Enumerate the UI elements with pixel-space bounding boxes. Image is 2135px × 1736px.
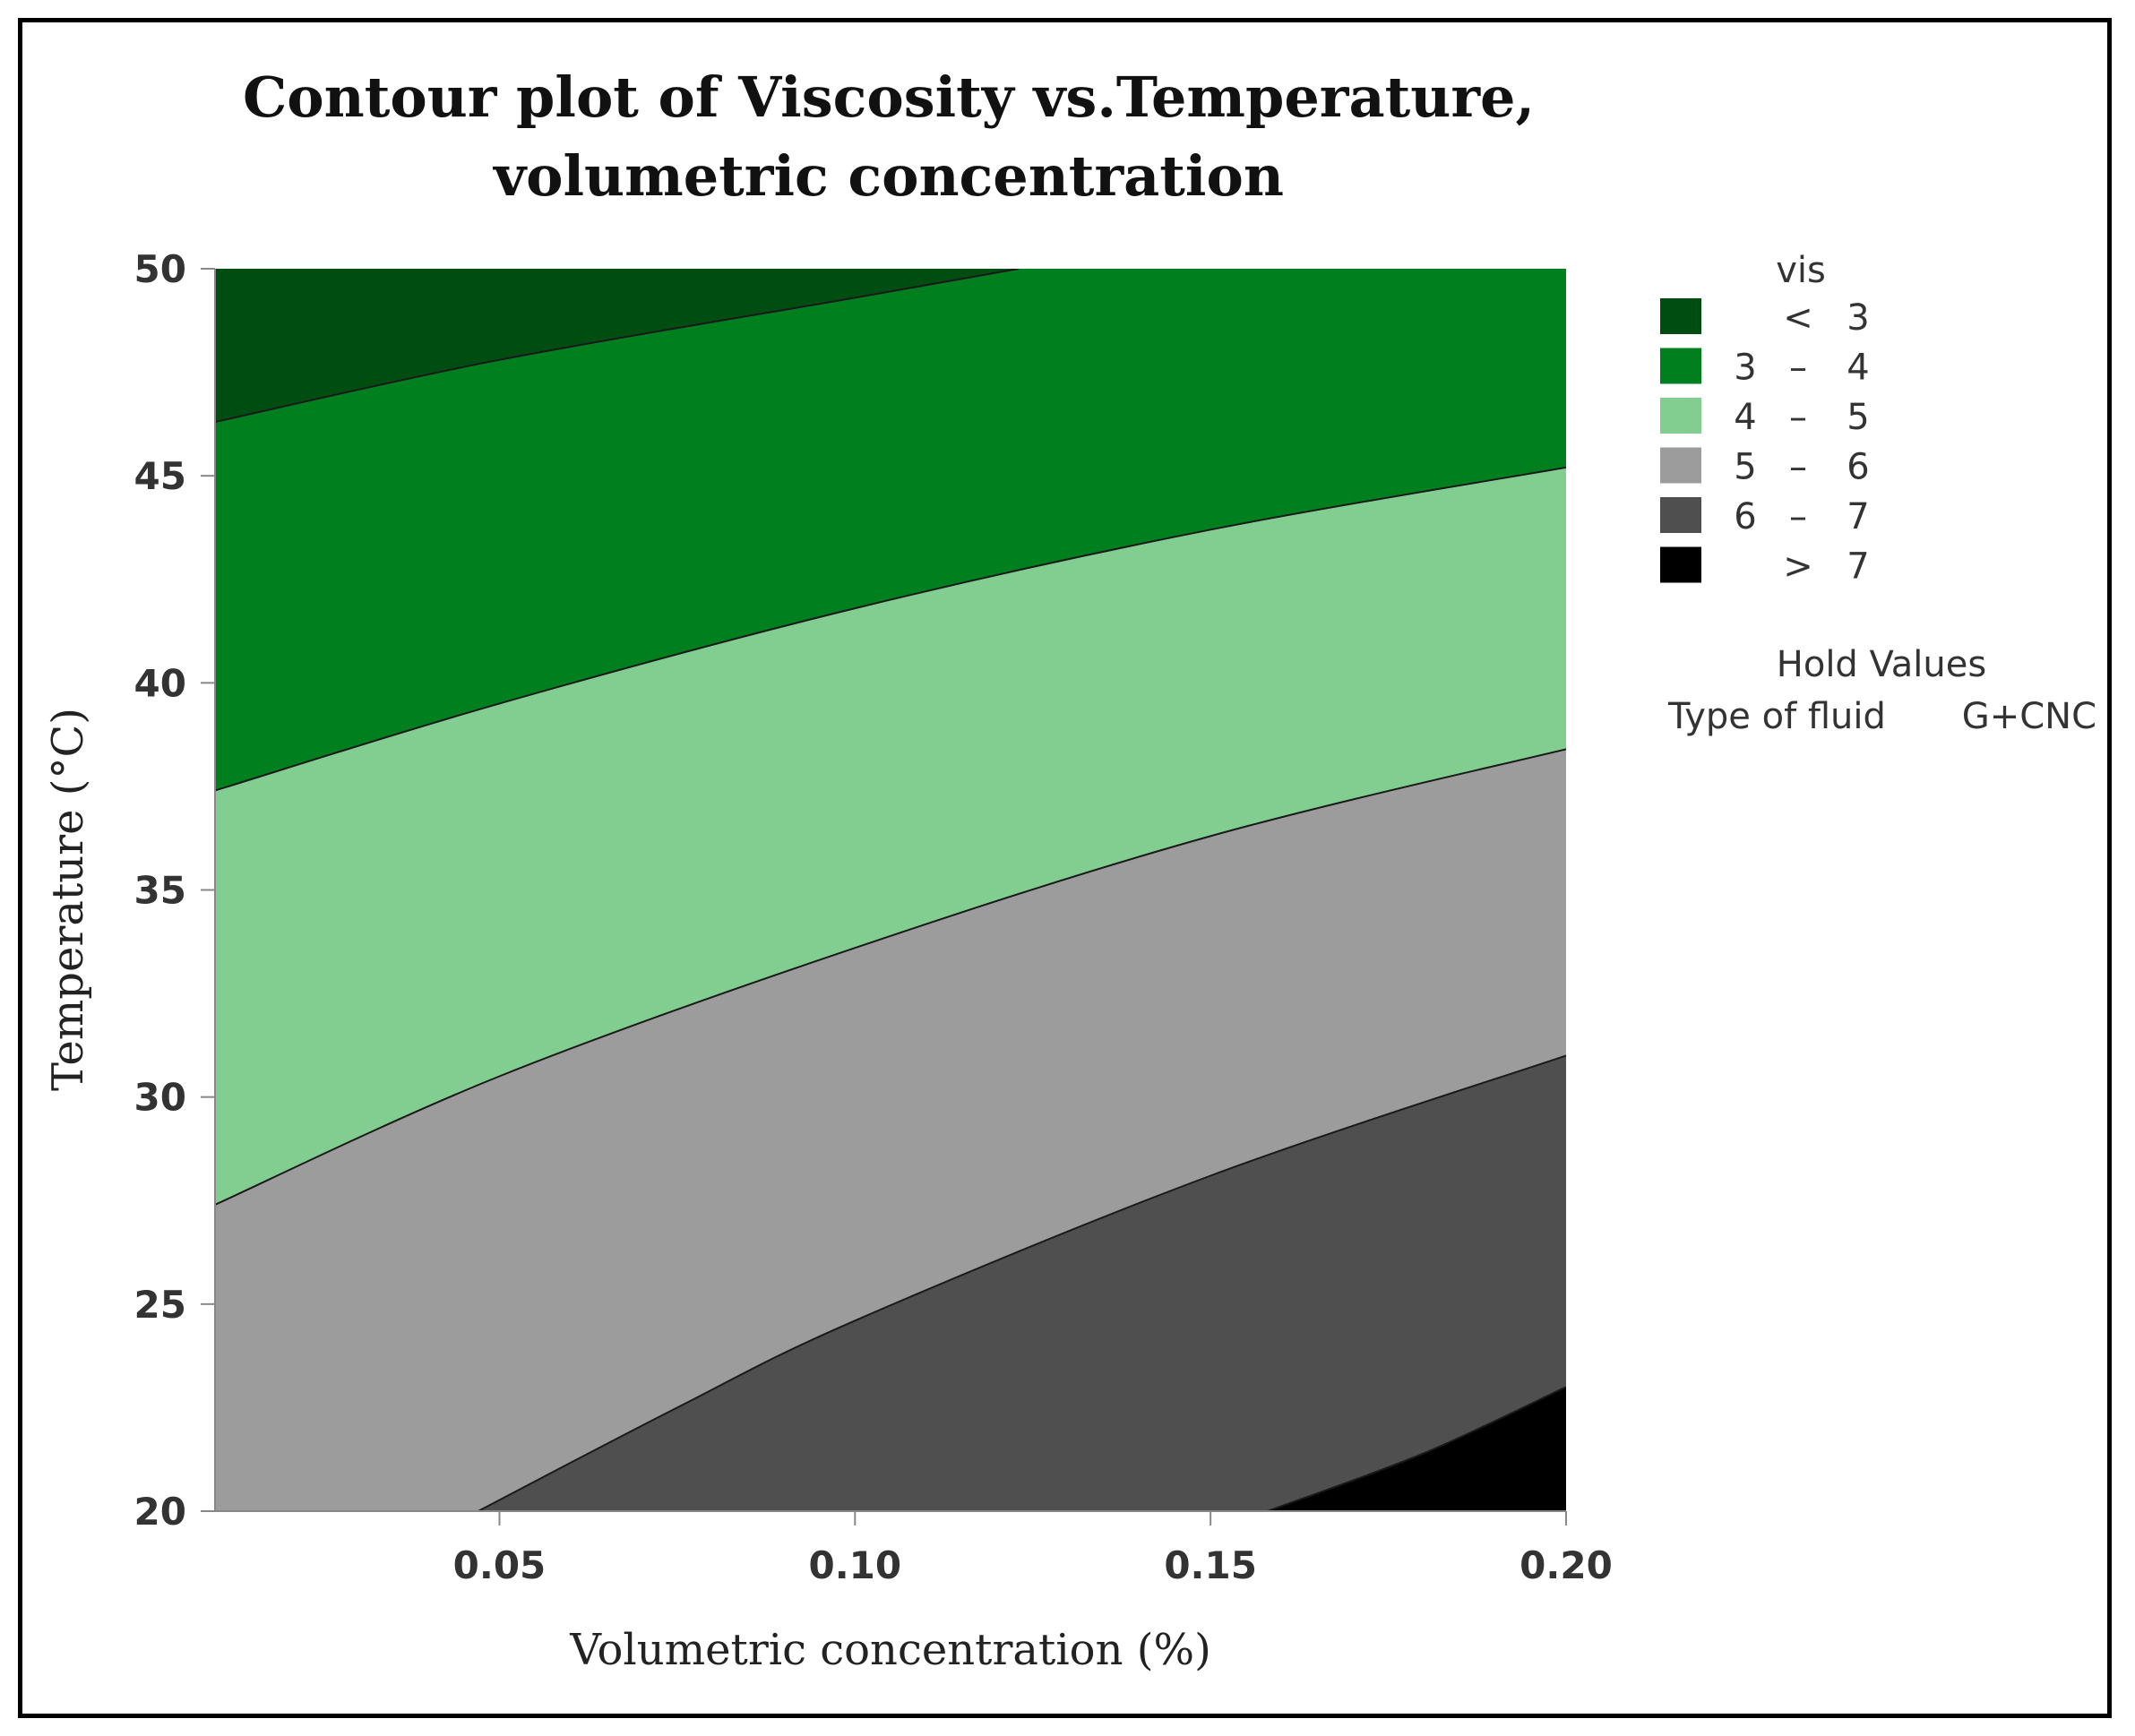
legend-separator: <: [1783, 297, 1813, 339]
legend-swatch: [1660, 298, 1701, 334]
legend-separator: –: [1789, 496, 1807, 537]
legend-high: 3: [1847, 297, 1869, 339]
legend-item-gt-7: >7: [1660, 546, 1870, 588]
legend-item-4-5: 4–5: [1660, 397, 1870, 438]
legend-item-3-4: 3–4: [1660, 348, 1870, 389]
legend-title: vis: [1776, 250, 1826, 291]
y-tick-label: 20: [134, 1490, 186, 1534]
chart-title-line-2: volumetric concentration: [492, 143, 1284, 209]
legend-separator: –: [1789, 447, 1807, 488]
legend-swatch: [1660, 447, 1701, 484]
contour-line-4: [215, 466, 1566, 792]
contour-line-5: [215, 748, 1566, 1206]
legend-item-5-6: 5–6: [1660, 447, 1870, 488]
legend-item-lt-3: <3: [1660, 297, 1870, 339]
contour-line-3: [215, 269, 1020, 424]
legend-low: 4: [1734, 397, 1756, 438]
legend-high: 4: [1847, 348, 1869, 389]
legend-high: 5: [1847, 397, 1869, 438]
y-tick-label: 25: [134, 1283, 186, 1327]
legend-high: 7: [1847, 546, 1869, 588]
hold-values-label: Type of fluid: [1667, 696, 1886, 737]
y-tick-label: 45: [134, 454, 186, 498]
y-axis-ticks: 20 25 30 35 40 45 50: [134, 247, 215, 1534]
legend-swatch: [1660, 348, 1701, 384]
legend-low: 3: [1734, 348, 1756, 389]
plot-area: [215, 269, 1566, 1511]
x-tick-label: 0.05: [453, 1543, 547, 1587]
x-tick-label: 0.20: [1519, 1543, 1613, 1587]
legend-high: 6: [1847, 447, 1869, 488]
contour-lines: [215, 269, 1566, 1511]
y-tick-label: 50: [134, 247, 186, 291]
y-axis-title: Temperature (°C): [43, 708, 93, 1091]
legend-high: 7: [1847, 496, 1869, 537]
contour-line-6: [478, 1054, 1566, 1511]
hold-values-value: G+CNC: [1962, 696, 2096, 737]
contour-line-7: [1267, 1386, 1566, 1511]
x-axis-title: Volumetric concentration (%): [569, 1625, 1211, 1675]
legend: <33–44–55–66–7> 7: [1660, 297, 1870, 588]
y-tick-label: 35: [134, 869, 186, 913]
x-axis-ticks: 0.05 0.10 0.15 0.20: [453, 1511, 1613, 1587]
legend-separator: –: [1789, 348, 1807, 389]
contour-regions: [215, 269, 1566, 1511]
legend-item-6-7: 6–7: [1660, 496, 1870, 537]
x-tick-label: 0.10: [808, 1543, 901, 1587]
y-tick-label: 30: [134, 1076, 186, 1120]
chart-title-line-1: Contour plot of Viscosity vs.Temperature…: [243, 64, 1535, 130]
legend-swatch: [1660, 546, 1701, 583]
hold-values-title: Hold Values: [1777, 644, 1986, 685]
legend-low: 5: [1734, 447, 1756, 488]
y-tick-label: 40: [134, 661, 186, 705]
legend-low: 6: [1734, 496, 1756, 537]
x-tick-label: 0.15: [1164, 1543, 1257, 1587]
legend-separator: –: [1789, 397, 1807, 438]
legend-swatch: [1660, 398, 1701, 434]
legend-separator: >: [1783, 546, 1813, 588]
contour-band-gt-7: [215, 1387, 1566, 1511]
legend-swatch: [1660, 497, 1701, 533]
